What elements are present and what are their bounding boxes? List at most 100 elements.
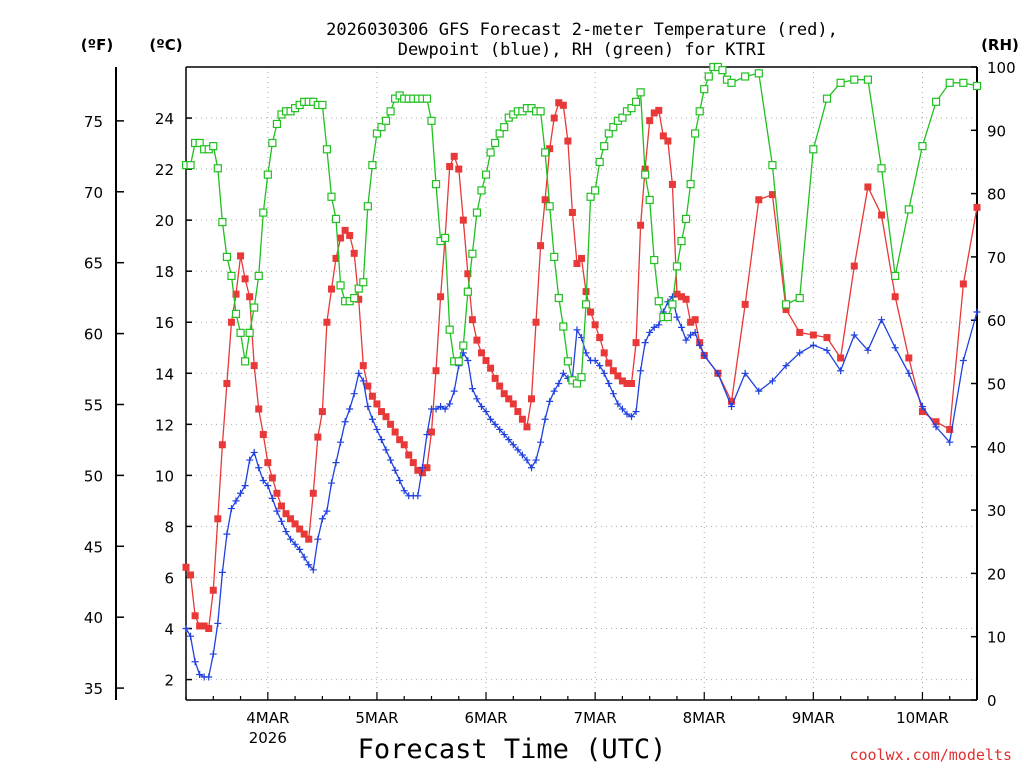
tick-label-c: 10 xyxy=(155,467,174,485)
point-dewpoint xyxy=(305,561,313,569)
credit-link[interactable]: coolwx.com/modelts xyxy=(849,746,1012,764)
point-temperature xyxy=(459,216,467,224)
point-dewpoint xyxy=(473,395,481,403)
point-dewpoint xyxy=(678,323,686,331)
point-rh xyxy=(754,69,763,78)
point-temperature xyxy=(646,117,654,125)
point-dewpoint xyxy=(918,402,926,410)
point-dewpoint xyxy=(837,367,845,375)
point-temperature xyxy=(414,466,422,474)
point-rh xyxy=(254,271,263,280)
point-dewpoint xyxy=(878,316,886,324)
point-dewpoint xyxy=(932,423,940,431)
point-temperature xyxy=(237,252,245,260)
point-rh xyxy=(236,328,245,337)
point-rh xyxy=(331,214,341,224)
point-rh xyxy=(877,164,886,173)
point-dewpoint xyxy=(441,405,449,413)
point-dewpoint xyxy=(387,456,395,464)
point-dewpoint xyxy=(246,456,254,464)
point-dewpoint xyxy=(555,380,563,387)
point-dewpoint xyxy=(591,357,599,365)
point-dewpoint xyxy=(282,528,290,536)
point-temperature xyxy=(400,441,408,449)
point-rh xyxy=(604,129,613,138)
point-dewpoint xyxy=(277,517,285,525)
point-rh xyxy=(495,129,504,138)
point-temperature xyxy=(450,152,458,160)
tick-label-x: 4MAR xyxy=(246,709,289,727)
point-temperature xyxy=(187,571,195,579)
point-dewpoint xyxy=(377,436,385,444)
point-temperature xyxy=(427,428,435,436)
point-temperature xyxy=(591,321,599,329)
point-dewpoint xyxy=(382,446,390,454)
point-dewpoint xyxy=(400,487,408,495)
point-temperature xyxy=(423,464,431,472)
point-temperature xyxy=(318,408,326,416)
point-dewpoint xyxy=(864,346,872,354)
point-temperature xyxy=(391,428,399,436)
point-dewpoint xyxy=(614,400,622,408)
point-temperature xyxy=(491,374,499,382)
point-temperature xyxy=(555,99,563,107)
tick-label-x: 9MAR xyxy=(792,709,835,727)
point-rh xyxy=(381,116,391,125)
point-rh xyxy=(422,94,432,103)
point-dewpoint xyxy=(237,489,245,497)
point-rh xyxy=(559,322,568,331)
point-rh xyxy=(441,233,450,243)
point-temperature xyxy=(673,290,681,298)
point-rh xyxy=(595,157,604,167)
point-dewpoint xyxy=(691,328,699,336)
point-rh xyxy=(500,123,509,132)
point-rh xyxy=(359,278,368,287)
point-temperature xyxy=(277,502,285,510)
point-temperature xyxy=(618,377,626,385)
tick-label-rh: 90 xyxy=(987,122,1006,140)
point-temperature xyxy=(227,318,235,326)
point-dewpoint xyxy=(468,385,476,393)
point-temperature xyxy=(518,415,526,423)
tick-label-x: 10MAR xyxy=(896,709,949,727)
point-rh xyxy=(545,202,554,211)
point-dewpoint xyxy=(332,459,340,467)
point-temperature xyxy=(546,145,554,153)
chart-title-line-2: Dewpoint (blue), RH (green) for KTRI xyxy=(398,40,766,60)
point-rh xyxy=(186,161,195,170)
point-dewpoint xyxy=(850,331,858,339)
point-dewpoint xyxy=(682,336,690,344)
point-dewpoint xyxy=(641,339,649,347)
point-rh xyxy=(472,208,482,217)
point-rh xyxy=(700,85,709,94)
tick-label-c: 6 xyxy=(164,569,174,587)
point-rh xyxy=(631,97,641,106)
point-rh xyxy=(563,357,572,366)
point-rh xyxy=(668,300,677,309)
point-temperature xyxy=(505,395,513,403)
point-temperature xyxy=(678,293,686,301)
point-rh xyxy=(227,271,236,280)
point-rh xyxy=(686,180,695,189)
point-temperature xyxy=(205,625,213,633)
point-dewpoint xyxy=(273,507,281,515)
point-temperature xyxy=(573,260,581,268)
point-temperature xyxy=(537,242,545,250)
point-temperature xyxy=(464,270,472,278)
tick-label-rh: 70 xyxy=(987,249,1006,267)
point-temperature xyxy=(587,308,595,316)
point-rh xyxy=(336,281,345,290)
point-dewpoint xyxy=(487,415,495,423)
point-rh xyxy=(468,249,477,258)
point-rh xyxy=(431,180,441,189)
point-rh xyxy=(654,297,663,306)
point-dewpoint xyxy=(259,476,267,484)
point-rh xyxy=(454,357,463,366)
point-rh xyxy=(591,186,600,195)
point-rh xyxy=(245,328,254,337)
point-temperature xyxy=(468,316,476,324)
point-temperature xyxy=(309,489,317,497)
point-temperature xyxy=(314,433,322,441)
point-temperature xyxy=(409,459,417,467)
